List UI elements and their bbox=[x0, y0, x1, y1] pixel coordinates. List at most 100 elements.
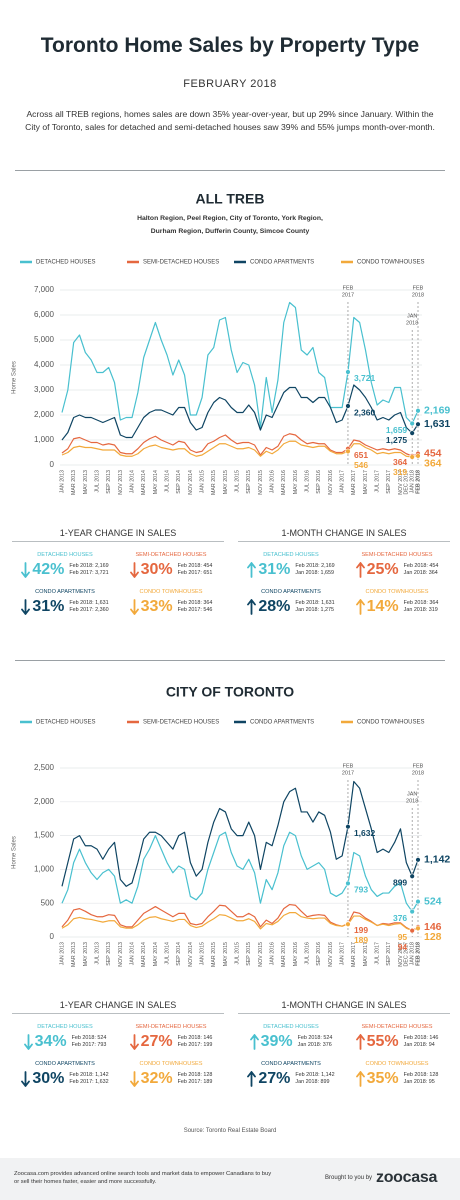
item-line: Jan 2018: 364 bbox=[403, 570, 438, 576]
change-percent: 25% bbox=[366, 561, 399, 578]
x-tick-label: NOV 2016 bbox=[328, 470, 334, 495]
annotation-label: FEB bbox=[343, 285, 354, 291]
item-lines: Feb 2018: 2,169 Feb 2017: 3,721 bbox=[69, 563, 108, 577]
x-tick-label: JUL 2017 bbox=[375, 942, 381, 965]
annotation-label: 2018 bbox=[406, 320, 418, 326]
arrow-icon bbox=[21, 599, 31, 615]
x-tick-label: DEC 2017 bbox=[404, 942, 410, 966]
item-lines: Feb 2018: 364 Jan 2018: 319 bbox=[404, 600, 439, 614]
change-item: DETACHED HOUSES 42% Feb 2018: 2,169 Feb 201… bbox=[12, 552, 118, 579]
x-tick-label: MAR 2015 bbox=[211, 470, 217, 495]
arrow-icon bbox=[355, 599, 365, 615]
item-line: Feb 2017: 2,360 bbox=[69, 607, 109, 613]
x-tick-label: JUL 2015 bbox=[234, 470, 240, 493]
chart-subtitle: Halton Region, Peel Region, City of Toro… bbox=[137, 215, 323, 222]
data-label: 376 bbox=[393, 913, 407, 923]
item-line: Feb 2018: 146 bbox=[177, 1035, 213, 1041]
item-line: Feb 2018: 2,169 bbox=[295, 563, 335, 569]
series-line bbox=[61, 301, 419, 429]
data-point bbox=[409, 420, 415, 427]
item-row: 34% Feb 2018: 524 Feb 2017: 793 bbox=[12, 1033, 118, 1051]
divider bbox=[15, 660, 445, 661]
item-line: Jan 2018: 319 bbox=[403, 607, 438, 613]
data-point bbox=[345, 403, 351, 409]
item-line: Feb 2017: 546 bbox=[177, 607, 213, 613]
x-tick-label: JAN 2014 bbox=[129, 942, 135, 965]
x-tick-label: MAY 2016 bbox=[293, 470, 299, 494]
arrow-icon bbox=[247, 599, 257, 615]
x-tick-label: JAN 2018 bbox=[410, 942, 416, 965]
arrow bbox=[355, 1034, 365, 1050]
annotation-label: JAN bbox=[407, 313, 417, 319]
x-tick-label: NOV 2014 bbox=[188, 470, 194, 495]
x-tick-label: SEP 2015 bbox=[246, 942, 252, 966]
change-percent: 31% bbox=[32, 598, 65, 615]
y-tick-label: 1,000 bbox=[34, 435, 55, 444]
item-line: Feb 2018: 524 bbox=[71, 1035, 107, 1041]
arrow bbox=[129, 1034, 139, 1050]
x-tick-label: MAR 2016 bbox=[281, 470, 287, 495]
arrow bbox=[249, 1034, 259, 1050]
x-tick-label: JUL 2014 bbox=[164, 942, 170, 965]
arrow bbox=[129, 1071, 139, 1087]
data-label: 793 bbox=[354, 885, 368, 895]
data-point bbox=[409, 873, 415, 879]
change-percent: 27% bbox=[258, 1070, 291, 1087]
x-tick-label: JAN 2013 bbox=[59, 942, 65, 965]
item-row: 27% Feb 2018: 146 Feb 2017: 199 bbox=[118, 1033, 224, 1051]
data-label: 364 bbox=[393, 457, 407, 467]
chart: CITY OF TORONTO DETACHED HOUSES SEMI-DETAC… bbox=[12, 684, 451, 967]
change-item: DETACHED HOUSES 39% Feb 2018: 524 Jan 2018:… bbox=[238, 1024, 344, 1051]
series-line bbox=[61, 903, 419, 932]
data-point bbox=[345, 448, 351, 455]
item-lines: Feb 2018: 128 Jan 2018: 95 bbox=[404, 1072, 439, 1086]
arrow-icon bbox=[129, 599, 139, 615]
y-tick-label: 2,000 bbox=[34, 797, 55, 806]
data-point bbox=[415, 925, 421, 932]
arrow-icon bbox=[129, 1071, 139, 1087]
data-point bbox=[409, 908, 415, 915]
x-tick-label: MAY 2015 bbox=[223, 470, 229, 494]
brand-logo: zoocasa bbox=[376, 1169, 438, 1186]
item-lines: Feb 2018: 524 Jan 2018: 376 bbox=[298, 1035, 333, 1049]
series-line bbox=[61, 780, 419, 887]
change-percent: 55% bbox=[366, 1033, 399, 1050]
arrow-icon bbox=[355, 1071, 365, 1087]
x-tick-label: JAN 2015 bbox=[199, 470, 205, 493]
item-line: Feb 2017: 3,721 bbox=[69, 570, 109, 576]
arrow-icon bbox=[129, 562, 139, 578]
panel-grid: DETACHED HOUSES 39% Feb 2018: 524 Jan 2018:… bbox=[238, 1024, 450, 1088]
item-row: 31% Feb 2018: 2,169 Jan 2018: 1,659 bbox=[238, 561, 344, 579]
arrow-icon bbox=[21, 1071, 31, 1087]
arrow bbox=[129, 562, 139, 578]
x-tick-label: MAY 2014 bbox=[153, 942, 159, 966]
item-lines: Feb 2018: 1,631 Feb 2017: 2,360 bbox=[69, 600, 108, 614]
item-name: CONDO TOWNHOUSES bbox=[139, 1061, 203, 1067]
item-line: Jan 2018: 94 bbox=[403, 1042, 435, 1048]
arrow bbox=[247, 1071, 257, 1087]
data-label: 189 bbox=[354, 935, 368, 945]
item-row: 28% Feb 2018: 1,631 Jan 2018: 1,275 bbox=[238, 598, 344, 616]
item-row: 35% Feb 2018: 128 Jan 2018: 95 bbox=[344, 1070, 450, 1088]
item-row: 32% Feb 2018: 128 Feb 2017: 189 bbox=[118, 1070, 224, 1088]
item-name: DETACHED HOUSES bbox=[37, 552, 93, 558]
data-point bbox=[415, 408, 421, 414]
change-item: DETACHED HOUSES 31% Feb 2018: 2,169 Jan 201… bbox=[238, 552, 344, 579]
item-name: SEMI-DETACHED HOUSES bbox=[135, 552, 207, 558]
page-title: Toronto Home Sales by Property Type bbox=[40, 34, 420, 57]
item-line: Feb 2018: 2,169 bbox=[69, 563, 109, 569]
item-name: CONDO TOWNHOUSES bbox=[139, 589, 203, 595]
y-tick-label: 7,000 bbox=[34, 285, 55, 294]
x-tick-label: JUL 2016 bbox=[305, 470, 311, 493]
change-item: SEMI-DETACHED HOUSES 55% Feb 2018: 146 Jan … bbox=[344, 1024, 450, 1051]
x-tick-label: MAR 2014 bbox=[141, 470, 147, 495]
item-line: Feb 2017: 199 bbox=[177, 1042, 213, 1048]
x-tick-label: MAY 2016 bbox=[293, 942, 299, 966]
y-tick-label: 0 bbox=[50, 460, 55, 469]
source-note: Source: Toronto Real Estate Board bbox=[183, 1128, 277, 1134]
x-tick-label: SEP 2016 bbox=[316, 470, 322, 494]
change-item: CONDO TOWNHOUSES 35% Feb 2018: 128 Jan 2018… bbox=[344, 1061, 450, 1088]
data-point bbox=[415, 857, 421, 863]
x-tick-label: MAY 2017 bbox=[363, 942, 369, 966]
series-line bbox=[61, 912, 419, 932]
